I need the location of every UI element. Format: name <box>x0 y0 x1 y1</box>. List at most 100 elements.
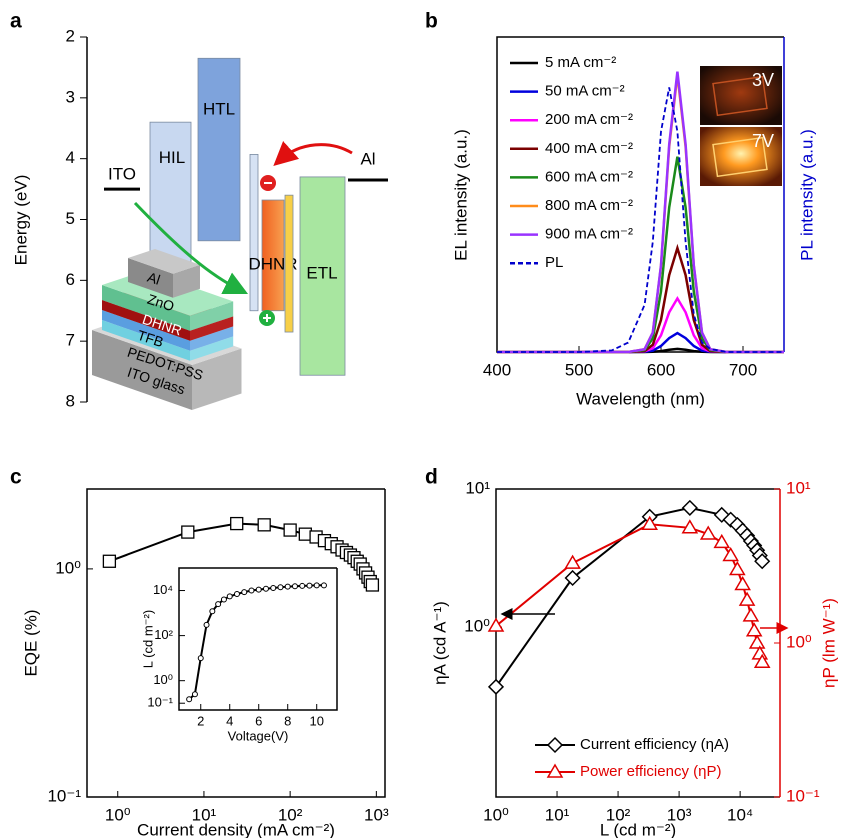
marker <box>102 554 117 568</box>
marker <box>729 561 746 576</box>
y-tick-label: 5 <box>66 209 75 228</box>
device-layer <box>102 310 190 351</box>
legend-label: Current efficiency (ηA) <box>580 736 729 753</box>
panel-label: d <box>425 466 438 489</box>
y2-axis-label: ηP (lm W⁻¹) <box>819 598 838 688</box>
energy-band <box>261 199 285 312</box>
x-axis-label: Wavelength (nm) <box>576 389 705 408</box>
series-line <box>497 71 784 354</box>
x-tick-label: 10² <box>606 805 631 824</box>
panel-label: b <box>425 10 438 33</box>
marker <box>742 607 760 622</box>
y2-axis-label: PL intensity (a.u.) <box>797 129 816 261</box>
marker <box>233 591 240 598</box>
layer-label: Al <box>145 269 162 288</box>
marker <box>277 584 284 591</box>
marker <box>713 533 731 549</box>
x-tick-label: 10³ <box>667 805 692 824</box>
panel-label: c <box>10 466 22 489</box>
photo-label: 3V <box>752 70 774 90</box>
legend-label: 400 mA cm⁻² <box>545 140 633 157</box>
marker <box>203 621 210 628</box>
x-tick-label: 10¹ <box>192 805 217 824</box>
marker <box>745 622 763 637</box>
device-layer <box>128 249 200 274</box>
layer-label: HTL <box>203 99 235 118</box>
y-axis-label: ηA (cd A⁻¹) <box>430 601 449 685</box>
marker <box>734 575 751 591</box>
layer-label: ITO <box>108 165 136 184</box>
marker <box>564 554 581 569</box>
device-layer <box>128 258 173 298</box>
y-axis-label: L (cd m⁻²) <box>140 610 155 668</box>
y-tick-label: 10⁴ <box>153 582 173 597</box>
x-tick-label: 8 <box>284 713 291 728</box>
marker <box>487 678 505 695</box>
legend-label: 200 mA cm⁻² <box>545 111 633 128</box>
marker <box>681 519 699 534</box>
y-tick-label: 7 <box>66 331 75 350</box>
marker <box>487 617 505 632</box>
marker <box>181 525 195 539</box>
x-axis-label: L (cd m⁻²) <box>600 820 676 838</box>
y-tick-label: 3 <box>66 87 75 106</box>
electron-arrow <box>273 141 353 167</box>
x-tick-label: 10 <box>309 713 323 728</box>
y-tick-label: 6 <box>66 270 75 289</box>
marker <box>365 578 380 592</box>
marker <box>699 525 717 540</box>
marker <box>753 653 771 668</box>
x-tick-label: 4 <box>226 713 233 728</box>
device-layer <box>190 336 234 361</box>
device-layer <box>102 320 190 361</box>
y-tick-label: 10¹ <box>465 478 490 497</box>
device-layer <box>102 300 190 341</box>
energy-band <box>197 57 241 242</box>
layer-label: Al <box>360 149 375 168</box>
x-tick-label: 2 <box>197 713 204 728</box>
energy-band <box>299 176 346 376</box>
layer-label: ETL <box>306 264 337 283</box>
x-tick-label: 6 <box>255 713 262 728</box>
y-tick-label: 8 <box>66 391 75 410</box>
photo-label: 7V <box>752 131 774 151</box>
device-layer <box>173 264 200 298</box>
y-axis-label: Energy (eV) <box>11 175 30 266</box>
y2-tick-label: 10⁰ <box>786 632 812 651</box>
photo-pattern <box>712 75 768 117</box>
marker <box>320 582 327 589</box>
x-tick-label: 10⁰ <box>483 805 509 824</box>
y-tick-label: 10⁰ <box>153 672 173 687</box>
frame <box>495 488 780 798</box>
marker <box>186 696 193 703</box>
x-axis-label: Voltage(V) <box>228 728 289 743</box>
y-tick-label: 10⁰ <box>464 617 490 636</box>
device-layer <box>190 301 234 331</box>
x-tick-label: 10¹ <box>545 805 570 824</box>
marker <box>248 587 255 594</box>
x-tick-label: 500 <box>565 360 593 379</box>
device-layer <box>102 285 190 331</box>
inset-photo <box>700 66 782 125</box>
marker <box>226 593 233 600</box>
legend-label: PL <box>545 254 563 271</box>
marker <box>291 583 298 590</box>
y-tick-label: 4 <box>66 148 75 167</box>
marker <box>722 547 739 562</box>
energy-band <box>249 154 259 312</box>
hole-arrow <box>133 201 249 295</box>
layer-label: HIL <box>159 148 185 167</box>
device-layer <box>190 316 234 341</box>
x-tick-label: 600 <box>647 360 675 379</box>
energy-band <box>149 121 192 266</box>
x-tick-label: 10³ <box>364 805 389 824</box>
marker <box>299 582 306 589</box>
marker <box>748 634 766 649</box>
inset-photo <box>700 127 782 186</box>
marker <box>257 518 271 532</box>
marker <box>754 553 771 570</box>
marker <box>215 601 222 608</box>
y-tick-label: 10⁰ <box>55 558 81 577</box>
